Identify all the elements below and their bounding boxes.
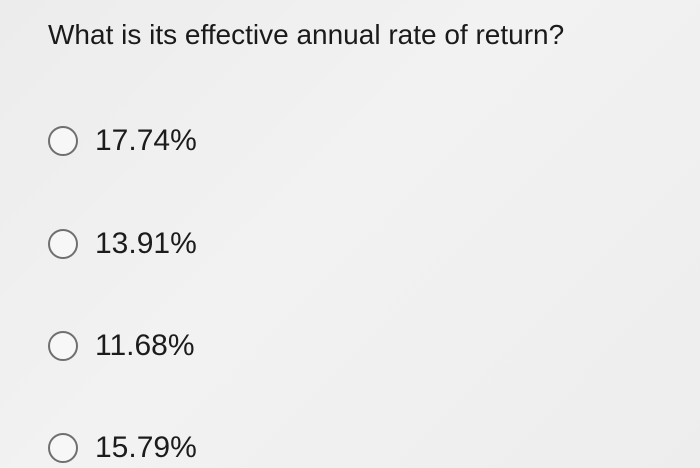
answer-option[interactable]: 11.68% [48, 327, 195, 365]
answer-option[interactable]: 13.91% [48, 225, 197, 263]
answer-option-label: 17.74% [95, 124, 197, 157]
radio-button[interactable] [48, 126, 78, 156]
radio-button[interactable] [48, 433, 78, 463]
answer-option[interactable]: 15.79% [48, 429, 197, 467]
question-text: What is its effective annual rate of ret… [48, 19, 565, 50]
radio-button[interactable] [48, 331, 78, 361]
answer-option-label: 13.91% [95, 227, 197, 260]
radio-button[interactable] [48, 229, 78, 259]
answer-option-label: 11.68% [95, 329, 195, 362]
answer-option-label: 15.79% [95, 431, 197, 464]
answer-option[interactable]: 17.74% [48, 122, 197, 160]
